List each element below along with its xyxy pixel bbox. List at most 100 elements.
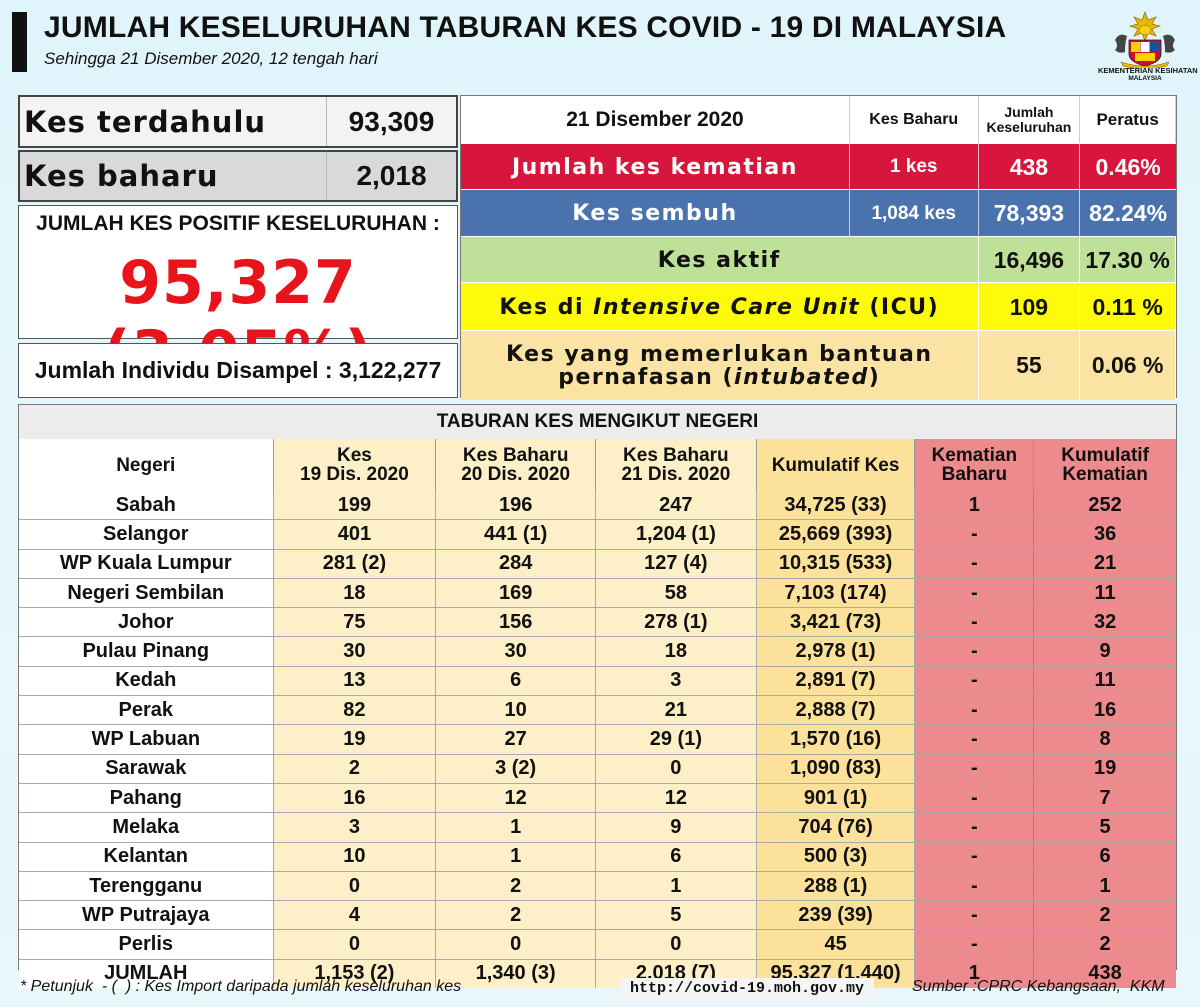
kematian-label: Jumlah kes kematian: [461, 144, 850, 190]
aktif-jumlah: 16,496: [979, 237, 1081, 283]
cell-kumulatif-kematian: 438: [1034, 959, 1176, 989]
summary-row-aktif: Kes aktif 16,496 17.30 %: [461, 236, 1176, 283]
cell-kematian-baharu: -: [915, 813, 1035, 842]
cell-kumulatif-kematian: 32: [1034, 608, 1176, 637]
cell-kumulatif-kes: 2,891 (7): [756, 666, 916, 696]
cell-kumulatif-kes: 500 (3): [756, 842, 916, 871]
table-row: Melaka 3 1 9 704 (76) -5: [19, 813, 1176, 843]
table-row: Perak 82 10 21 2,888 (7) -16: [19, 696, 1176, 726]
cell-negeri: WP Putrajaya: [19, 901, 274, 930]
cell-kumulatif-kematian: 8: [1034, 725, 1176, 754]
cell-negeri: WP Labuan: [19, 725, 274, 754]
cell-kes-19-dis: 82: [273, 696, 437, 725]
cell-kes-19-dis: 4: [273, 901, 437, 930]
kematian-peratus: 0.46%: [1095, 153, 1161, 180]
cell-kes-baharu-21-dis: 5: [596, 901, 757, 930]
cell-kumulatif-kes: 2,888 (7): [756, 696, 916, 725]
intubated-label-italic: intubated: [734, 364, 869, 390]
intubated-label-line2: pernafasan (intubated): [558, 366, 880, 389]
logo-line-1: KEMENTERIAN KESIHATAN: [1098, 66, 1198, 75]
cell-kes-baharu-20-dis: 6: [436, 666, 596, 696]
kes-baharu-box: Kes baharu 2,018: [18, 150, 458, 202]
cell-negeri: Perlis: [19, 930, 274, 959]
table-row: WP Labuan 19 27 29 (1) 1,570 (16) -8: [19, 725, 1176, 755]
cell-kumulatif-kes: 901 (1): [756, 783, 916, 813]
icu-label-pre: Kes di: [499, 294, 594, 320]
cell-kumulatif-kematian: 5: [1034, 813, 1176, 842]
table-row: Selangor 401 441 (1) 1,204 (1) 25,669 (393) -…: [19, 520, 1176, 550]
sembuh-baharu: 1,084 kes: [850, 190, 979, 237]
cell-kumulatif-kematian: 9: [1034, 637, 1176, 666]
cell-kes-baharu-20-dis: 1,340 (3): [436, 959, 596, 989]
summary-row-sembuh: Kes sembuh 1,084 kes 78,393 82.24%: [461, 189, 1176, 237]
cell-kematian-baharu: -: [915, 901, 1035, 930]
cell-kes-baharu-21-dis: 1: [596, 871, 757, 901]
aktif-label: Kes aktif: [461, 237, 979, 283]
kes-terdahulu-value: 93,309: [348, 105, 435, 137]
cell-negeri: Pulau Pinang: [19, 637, 274, 666]
cell-kumulatif-kematian: 252: [1034, 491, 1176, 520]
cell-kes-19-dis: 0: [273, 930, 437, 959]
cell-kes-baharu-20-dis: 156: [436, 608, 596, 637]
intubated-jumlah: 55: [979, 331, 1081, 400]
sembuh-jumlah: 78,393: [979, 190, 1081, 237]
icu-jumlah: 109: [979, 283, 1081, 331]
table-row: Sabah 199 196 247 34,725 (33) 1 252: [19, 491, 1176, 521]
summary-row-kematian: Jumlah kes kematian 1 kes 438 0.46%: [461, 143, 1176, 190]
cell-kes-19-dis: 16: [273, 783, 437, 813]
cell-kes-19-dis: 0: [273, 871, 437, 901]
cell-kumulatif-kematian: 1: [1034, 871, 1176, 901]
cell-kumulatif-kes: 1,090 (83): [756, 754, 916, 783]
table-row: Pahang 16 12 12 901 (1) -7: [19, 783, 1176, 814]
cell-kumulatif-kematian: 2: [1034, 901, 1176, 930]
cell-kematian-baharu: -: [915, 578, 1035, 608]
kematian-baharu: 1 kes: [850, 144, 979, 190]
cell-kes-baharu-21-dis: 1,204 (1): [596, 520, 757, 549]
cell-kumulatif-kes: 7,103 (174): [756, 578, 916, 608]
icu-label-italic: Intensive Care Unit: [593, 294, 861, 320]
summary-date: 21 Disember 2020: [461, 96, 850, 143]
summary-row-icu: Kes di Intensive Care Unit (ICU) 109 0.1…: [461, 282, 1176, 331]
cell-kematian-baharu: 1: [915, 491, 1035, 520]
cell-kes-baharu-21-dis: 3: [596, 666, 757, 696]
cell-kes-baharu-20-dis: 441 (1): [436, 520, 596, 549]
sampled-individuals: Jumlah Individu Disampel : 3,122,277: [18, 343, 458, 398]
cell-kumulatif-kematian: 2: [1034, 930, 1176, 959]
total-positive-box: JUMLAH KES POSITIF KESELURUHAN : 95,327 …: [18, 205, 458, 388]
state-table: TABURAN KES MENGIKUT NEGERI Negeri Kes 1…: [18, 404, 1177, 989]
cell-kes-baharu-20-dis: 3 (2): [436, 754, 596, 783]
cell-kes-baharu-20-dis: 1: [436, 842, 596, 871]
cell-kumulatif-kematian: 36: [1034, 520, 1176, 549]
cell-negeri: Selangor: [19, 520, 274, 549]
cell-negeri: Negeri Sembilan: [19, 578, 274, 608]
cell-kes-19-dis: 199: [273, 491, 437, 520]
cell-kes-19-dis: 30: [273, 637, 437, 666]
summary-col-jumlah: Jumlah Keseluruhan: [979, 96, 1081, 143]
kes-baharu-label: Kes baharu: [20, 152, 327, 200]
table-row: WP Kuala Lumpur 281 (2) 284 127 (4) 10,315 (…: [19, 549, 1176, 579]
cell-kes-baharu-20-dis: 12: [436, 783, 596, 813]
ministry-logo: KEMENTERIAN KESIHATAN MALAYSIA: [1098, 10, 1198, 90]
cell-kes-baharu-21-dis: 12: [596, 783, 757, 813]
cell-kumulatif-kematian: 21: [1034, 549, 1176, 578]
cell-negeri: Sabah: [19, 491, 274, 520]
cell-kes-19-dis: 401: [273, 520, 437, 549]
cell-kes-baharu-20-dis: 30: [436, 637, 596, 666]
cell-kematian-baharu: 1: [915, 959, 1035, 989]
source-credit: Sumber :CPRC Kebangsaan, KKM: [912, 978, 1165, 995]
kes-terdahulu-label: Kes terdahulu: [20, 97, 327, 146]
source-url-link[interactable]: http://covid-19.moh.gov.my: [620, 978, 875, 999]
cell-kematian-baharu: -: [915, 549, 1035, 578]
table-row: WP Putrajaya 4 2 5 239 (39) -2: [19, 901, 1176, 931]
cell-kematian-baharu: -: [915, 871, 1035, 901]
header-kumulatif-kematian: Kumulatif Kematian: [1034, 439, 1176, 491]
cell-kes-19-dis: 18: [273, 578, 437, 608]
cell-kes-19-dis: 19: [273, 725, 437, 754]
cell-kematian-baharu: -: [915, 930, 1035, 959]
footnote: * Petunjuk - ( ) : Kes Import daripada j…: [20, 978, 462, 995]
cell-kes-baharu-20-dis: 2: [436, 901, 596, 930]
cell-kes-baharu-21-dis: 0: [596, 930, 757, 959]
cell-kes-baharu-21-dis: 278 (1): [596, 608, 757, 637]
intubated-label-line1: Kes yang memerlukan bantuan: [505, 341, 933, 367]
title-accent-bar: [12, 12, 27, 72]
